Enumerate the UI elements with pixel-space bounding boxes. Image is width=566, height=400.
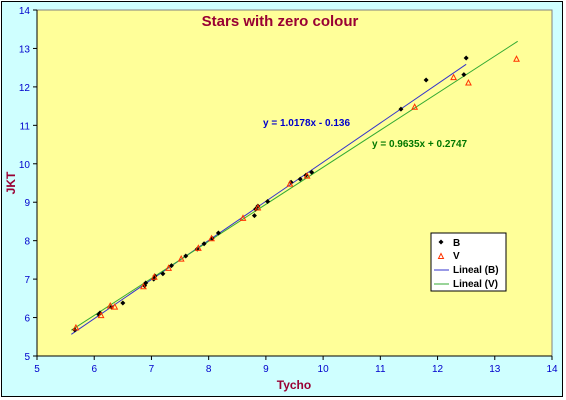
point-v-6 — [165, 264, 173, 271]
point-v-16 — [465, 78, 472, 86]
y-tick-label-8: 13 — [19, 44, 31, 55]
point-b-27 — [463, 55, 469, 61]
point-v-7 — [177, 255, 185, 262]
y-tick-label-3: 8 — [24, 237, 30, 248]
point-v-13 — [303, 171, 311, 179]
point-v-5 — [150, 273, 158, 280]
point-b-13 — [201, 241, 207, 247]
point-b-24 — [398, 106, 404, 112]
point-v-1 — [97, 311, 105, 319]
point-v-15 — [450, 73, 458, 81]
point-b-10 — [168, 263, 174, 269]
point-b-25 — [423, 77, 429, 83]
point-v-17 — [513, 55, 520, 62]
point-v-12 — [286, 180, 294, 187]
x-tick-label-3: 8 — [206, 364, 212, 375]
trendline-b-equation: y = 1.0178x - 0.136 — [263, 118, 350, 129]
y-tick-label-6: 11 — [20, 121, 31, 132]
legend-lineal-b-label: Lineal (B) — [453, 265, 499, 276]
point-b-9 — [160, 271, 166, 277]
x-tick-label-0: 5 — [34, 364, 40, 375]
point-b-23 — [309, 169, 315, 175]
x-axis-title: Tycho — [277, 378, 311, 392]
point-b-21 — [297, 176, 303, 182]
point-v-10 — [239, 214, 247, 221]
data-markers — [72, 55, 520, 333]
trendline-v-equation: y = 0.9635x + 0.2747 — [372, 139, 468, 150]
y-tick-label-4: 9 — [24, 198, 30, 209]
point-v-3 — [111, 303, 119, 310]
plot-area — [36, 9, 553, 357]
point-v-14 — [411, 103, 419, 110]
y-axis-title: JKT — [4, 171, 18, 194]
point-b-16 — [251, 213, 257, 219]
point-b-15 — [215, 230, 221, 236]
x-axis-ticks: 5 6 7 8 9 10 11 12 13 14 — [34, 356, 558, 375]
point-b-6 — [143, 280, 149, 286]
x-tick-label-8: 13 — [489, 364, 501, 375]
point-v-8 — [194, 244, 202, 251]
point-b-19 — [265, 198, 271, 204]
x-tick-label-9: 14 — [546, 364, 558, 375]
point-b-2 — [97, 310, 103, 316]
y-tick-label-1: 6 — [24, 314, 30, 325]
legend-v-marker — [437, 252, 445, 259]
y-tick-label-0: 5 — [24, 352, 30, 363]
legend-lineal-v-label: Lineal (V) — [453, 279, 498, 290]
point-v-4 — [140, 282, 147, 290]
x-tick-label-4: 9 — [263, 364, 269, 375]
y-tick-label-2: 7 — [24, 275, 30, 286]
y-tick-label-7: 12 — [19, 83, 31, 94]
x-tick-label-2: 7 — [149, 364, 155, 375]
point-b-11 — [183, 253, 189, 259]
x-tick-label-1: 6 — [91, 364, 97, 375]
point-b-26 — [461, 72, 467, 78]
legend: B V Lineal (B) Lineal (V) — [430, 232, 507, 292]
point-b-4 — [120, 300, 126, 306]
point-v-11 — [254, 203, 262, 211]
legend-b-label: B — [453, 238, 460, 249]
legend-b-marker — [438, 239, 444, 245]
y-tick-label-9: 14 — [19, 6, 31, 17]
point-v-0 — [72, 323, 80, 331]
legend-v-label: V — [453, 251, 460, 262]
y-tick-label-5: 10 — [19, 160, 31, 171]
x-tick-label-5: 10 — [318, 364, 330, 375]
x-tick-label-6: 11 — [375, 364, 386, 375]
chart-title: Stars with zero colour — [202, 13, 359, 30]
point-v-2 — [106, 301, 114, 309]
point-v-9 — [208, 234, 215, 242]
x-tick-label-7: 12 — [432, 364, 444, 375]
y-axis-ticks: 5 6 7 8 9 10 11 12 13 14 — [19, 6, 37, 363]
legend-box — [430, 232, 507, 292]
